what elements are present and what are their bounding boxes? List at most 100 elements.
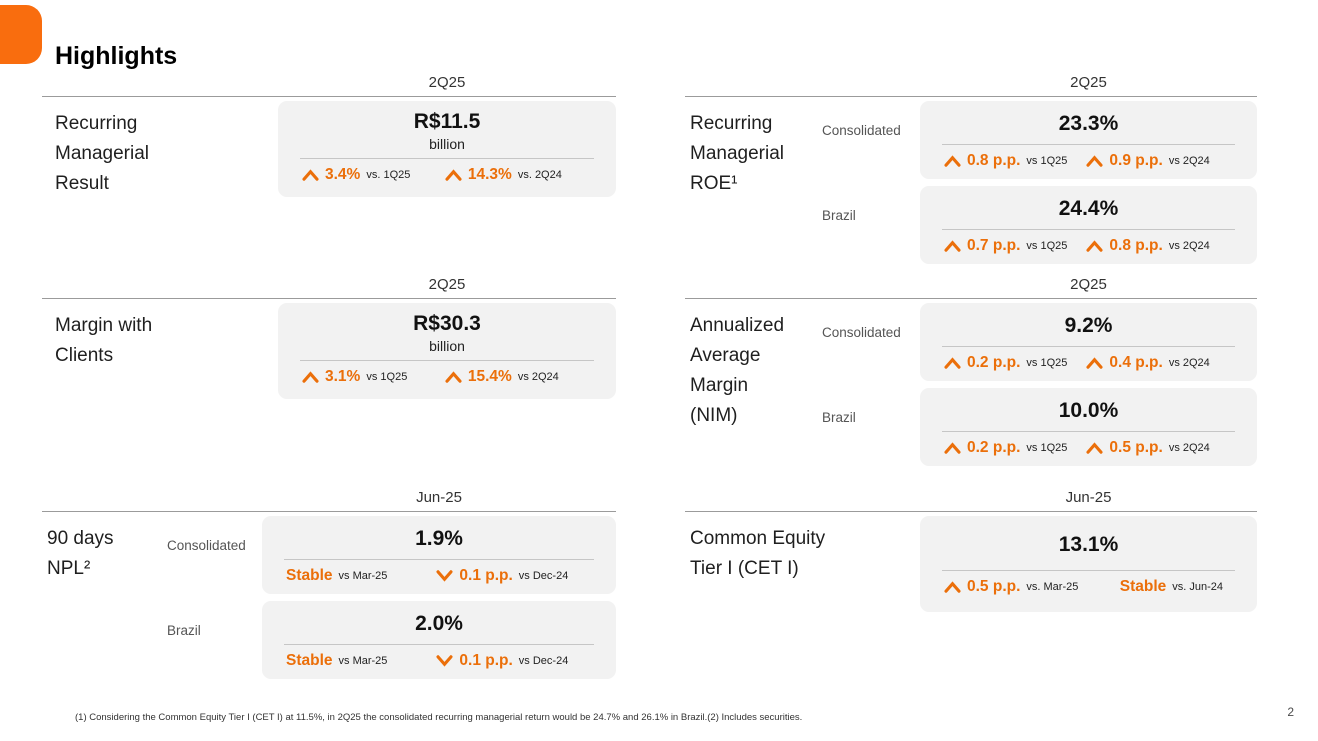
delta-comparison: vs 2Q24 — [1168, 155, 1210, 167]
delta-value: 0.2 p.p. — [967, 439, 1021, 456]
card-period-header: 2Q25 — [42, 276, 616, 299]
metric-box: 9.2% 0.2 p.p. vs 1Q25 0.4 p.p. vs 2Q24 — [920, 303, 1257, 381]
delta-vs-previous-quarter: 3.4% vs. 1Q25 — [302, 166, 445, 184]
period-label: 2Q25 — [428, 74, 466, 91]
delta-value: Stable — [1119, 578, 1167, 595]
divider — [942, 431, 1235, 432]
delta-comparison: vs. 1Q25 — [366, 169, 411, 181]
delta-comparison: vs 1Q25 — [366, 371, 408, 383]
up-arrow-icon — [1086, 442, 1103, 454]
footnote: (1) Considering the Common Equity Tier I… — [75, 712, 803, 723]
delta-row: Stable vs Mar-25 0.1 p.p. vs Dec-24 — [286, 567, 606, 585]
row-sublabel: Brazil — [822, 410, 856, 425]
card-title: Recurring Managerial Result — [55, 113, 149, 194]
metric-value: 2.0% — [415, 612, 463, 635]
delta-vs-previous-period: 0.1 p.p. vs Dec-24 — [436, 567, 606, 585]
card-period-header: Jun-25 — [685, 489, 1257, 512]
metric-unit: billion — [429, 136, 465, 152]
divider — [300, 360, 594, 361]
period-spacer — [42, 276, 278, 293]
metric-value: 10.0% — [1058, 399, 1119, 422]
delta-comparison: vs Dec-24 — [518, 655, 569, 667]
delta-vs-previous-quarter: 0.7 p.p. vs 1Q25 — [944, 237, 1086, 255]
metric-row-consolidated: Consolidated 1.9% Stable vs Mar-25 0.1 p… — [160, 516, 616, 594]
divider — [300, 158, 594, 159]
up-arrow-icon — [1086, 357, 1103, 369]
divider — [284, 559, 594, 560]
up-arrow-icon — [302, 169, 319, 181]
delta-value: 0.5 p.p. — [967, 578, 1021, 595]
delta-vs-previous-quarter: 0.8 p.p. vs 1Q25 — [944, 152, 1086, 170]
metric-value: 1.9% — [415, 527, 463, 550]
up-arrow-icon — [944, 240, 961, 252]
delta-value: 0.7 p.p. — [967, 237, 1021, 254]
delta-vs-previous-quarter: 3.1% vs 1Q25 — [302, 368, 445, 386]
delta-vs-previous-quarter: 0.2 p.p. vs 1Q25 — [944, 354, 1086, 372]
divider — [942, 570, 1235, 571]
metric-box: 2.0% Stable vs Mar-25 0.1 p.p. vs Dec-24 — [262, 601, 616, 679]
period-label: 2Q25 — [428, 276, 466, 293]
delta-comparison: vs Mar-25 — [338, 570, 388, 582]
metric-value: R$11.5 — [413, 110, 481, 133]
itau-logo — [0, 5, 42, 64]
period-label: 2Q25 — [1070, 276, 1107, 293]
delta-value: 3.4% — [325, 166, 361, 183]
period-spacer — [685, 74, 920, 91]
card-period-header: 2Q25 — [685, 276, 1257, 299]
card-recurring-managerial-result: 2Q25 Recurring Managerial Result R$11.5 bi… — [42, 74, 616, 199]
card-margin-with-clients: 2Q25 Margin with Clients R$30.3 billion 3… — [42, 276, 616, 399]
delta-vs-previous-year: 14.3% vs. 2Q24 — [445, 166, 606, 184]
metric-row-consolidated: Consolidated 9.2% 0.2 p.p. vs 1Q25 0.4 p… — [815, 303, 1257, 381]
delta-comparison: vs 1Q25 — [1026, 357, 1068, 369]
delta-value: 0.8 p.p. — [967, 152, 1021, 169]
delta-row: 0.8 p.p. vs 1Q25 0.9 p.p. vs 2Q24 — [944, 152, 1247, 170]
down-arrow-icon — [436, 655, 453, 667]
delta-vs-previous-year: 0.9 p.p. vs 2Q24 — [1086, 152, 1247, 170]
delta-value: 0.1 p.p. — [459, 567, 513, 584]
period-spacer — [42, 489, 262, 506]
metric-box: 24.4% 0.7 p.p. vs 1Q25 0.8 p.p. vs 2Q24 — [920, 186, 1257, 264]
metric-row-brazil: Brazil 24.4% 0.7 p.p. vs 1Q25 0.8 p.p. — [815, 186, 1257, 264]
row-sublabel: Brazil — [822, 208, 856, 223]
metric-value: 13.1% — [1058, 533, 1119, 556]
up-arrow-icon — [1086, 155, 1103, 167]
divider — [942, 229, 1235, 230]
period-label: Jun-25 — [1065, 489, 1112, 506]
delta-row: Stable vs Mar-25 0.1 p.p. vs Dec-24 — [286, 652, 606, 670]
delta-value: 0.4 p.p. — [1109, 354, 1163, 371]
card-title: Common Equity Tier I (CET I) — [690, 528, 826, 579]
metric-box: R$11.5 billion 3.4% vs. 1Q25 14.3% vs. 2… — [278, 101, 616, 197]
up-arrow-icon — [944, 357, 961, 369]
divider — [942, 346, 1235, 347]
delta-value: 0.5 p.p. — [1109, 439, 1163, 456]
card-title: Recurring Managerial ROE¹ — [690, 113, 784, 194]
delta-value: 0.1 p.p. — [459, 652, 513, 669]
metric-value: 24.4% — [1058, 197, 1119, 220]
row-sublabel: Consolidated — [822, 123, 901, 138]
row-sublabel: Consolidated — [822, 325, 901, 340]
card-common-equity-tier-1: Jun-25 Common Equity Tier I (CET I) 13.1%… — [685, 489, 1257, 612]
row-sublabel: Consolidated — [167, 538, 246, 553]
delta-row: 0.2 p.p. vs 1Q25 0.5 p.p. vs 2Q24 — [944, 439, 1247, 457]
up-arrow-icon — [302, 371, 319, 383]
delta-comparison: vs 1Q25 — [1026, 155, 1068, 167]
card-title: Margin with Clients — [55, 315, 153, 366]
down-arrow-icon — [436, 570, 453, 582]
card-period-header: 2Q25 — [42, 74, 616, 97]
delta-value: 0.8 p.p. — [1109, 237, 1163, 254]
period-spacer — [685, 489, 920, 506]
delta-vs-previous-year: 0.8 p.p. vs 2Q24 — [1086, 237, 1247, 255]
delta-value: Stable — [286, 652, 333, 669]
delta-comparison: vs. 2Q24 — [517, 169, 562, 181]
divider — [284, 644, 594, 645]
metric-value: 23.3% — [1058, 112, 1119, 135]
delta-row: 3.4% vs. 1Q25 14.3% vs. 2Q24 — [302, 166, 606, 184]
delta-vs-previous-year: 0.5 p.p. vs 2Q24 — [1086, 439, 1247, 457]
delta-value: Stable — [286, 567, 333, 584]
delta-comparison: vs. Mar-25 — [1026, 581, 1079, 593]
divider — [942, 144, 1235, 145]
card-period-header: Jun-25 — [42, 489, 616, 512]
delta-comparison: vs 2Q24 — [1168, 357, 1210, 369]
period-spacer — [42, 74, 278, 91]
period-label: 2Q25 — [1070, 74, 1107, 91]
